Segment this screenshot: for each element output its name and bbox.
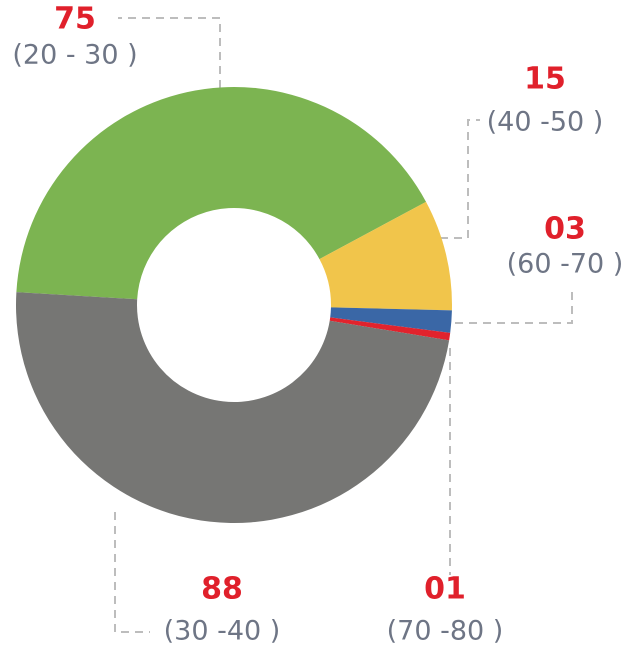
labels: 75(20 - 30 ) 15 (40 -50 ) 03(60 -70 ) 01 (70 … [12,2,623,647]
slice [16,86,427,300]
leader-line [455,292,573,324]
leader-lines [114,17,573,633]
value-label: 75 [54,2,96,37]
leader-line [118,17,221,88]
category-label: (40 -50 ) [487,107,604,138]
category-label: (20 - 30 ) [12,40,137,71]
slice [330,307,452,333]
value-label: 15 [524,62,566,97]
value-label: 88 [201,572,243,607]
leader-line [440,119,480,239]
category-label: (30 -40 ) [164,616,281,647]
slices [16,86,452,523]
value-label: 01 [424,572,466,607]
leader-line [114,512,150,633]
category-label: (70 -80 ) [387,616,504,647]
slice [319,201,452,311]
slice [16,292,450,523]
value-label: 03 [544,212,586,247]
category-label: (60 -70 ) [507,249,624,280]
slice [329,317,451,341]
